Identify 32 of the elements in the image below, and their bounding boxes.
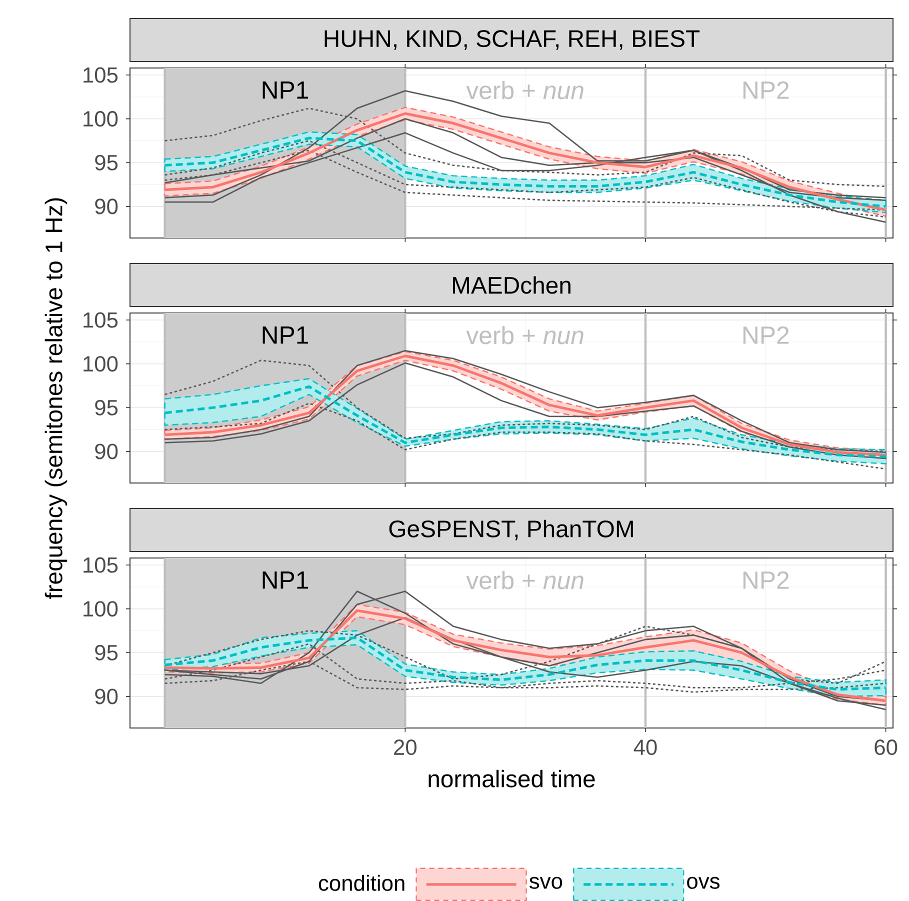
chart-title: MAEDchen [453,276,570,294]
annotation: verb + nun [466,326,584,344]
chart-title: HUHN, KIND, SCHAF, REH, BIEST [324,30,700,50]
y-axis-title: frequency (semitones relative to 1 Hz) [44,198,68,599]
x-axis-title: normalised time [428,770,595,788]
y-tick-label: 105 [84,557,118,573]
y-tick-label: 90 [95,688,118,704]
y-tick-label: 100 [84,601,118,617]
y-tick-label: 105 [84,312,118,328]
y-tick-label: 90 [95,198,118,214]
band-label: NP1 [262,572,308,589]
y-tick-label: 95 [95,644,118,660]
annotation: NP2 [743,326,789,344]
x-tick-label: 40 [634,740,657,756]
annotation: NP2 [743,81,789,99]
band-label: NP1 [262,82,308,99]
y-tick-label: 105 [84,67,118,83]
y-tick-label: 90 [95,444,118,460]
y-tick-label: 95 [95,154,118,170]
x-tick-label: 60 [874,740,898,756]
legend-label: svo [530,876,562,889]
band-label: NP1 [262,326,308,344]
legend-label: ovs [687,876,720,889]
legend-title: condition [318,874,404,891]
annotation: verb + nun [466,80,584,100]
chart-title: GeSPENST, PhanTOM [389,520,633,540]
x-tick-label: 20 [394,740,416,756]
annotation: NP2 [743,571,789,589]
annotation: verb + nun [466,570,584,590]
y-tick-label: 100 [84,356,118,372]
y-tick-label: 100 [84,111,118,127]
y-tick-label: 95 [95,400,118,416]
